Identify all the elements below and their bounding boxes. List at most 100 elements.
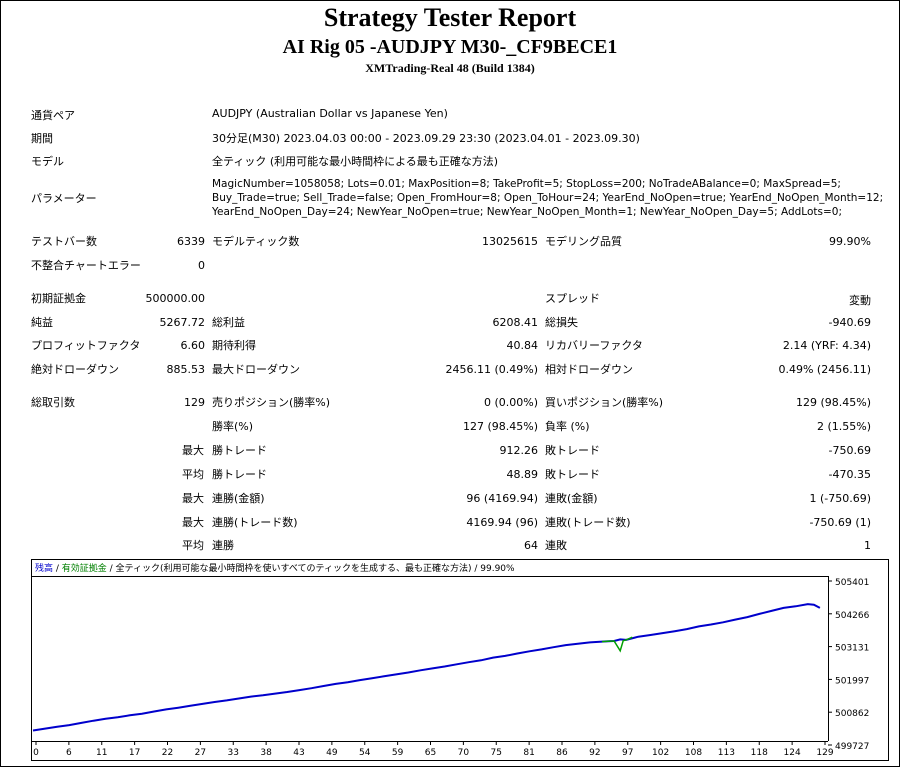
x-tick-label: 97 <box>622 748 633 758</box>
x-tick-label: 0 <box>33 748 39 758</box>
y-tick-label: 504266 <box>835 611 870 621</box>
loss-pct-label: 負率 (%) <box>545 420 590 433</box>
avg-label: 平均 <box>182 539 204 552</box>
largest-win-label: 勝トレード <box>212 444 267 457</box>
avg-loss-value: -470.35 <box>828 468 871 481</box>
win-pct-value: 127 (98.45%) <box>462 420 538 433</box>
params-value: MagicNumber=1058058; Lots=0.01; MaxPosit… <box>212 177 892 219</box>
max-cons-losses-value: 1 (-750.69) <box>809 492 871 505</box>
x-tick-label: 81 <box>523 748 534 758</box>
abs-drawdown-label: 絶対ドローダウン <box>31 363 119 376</box>
initial-deposit-value: 500000.00 <box>145 292 206 305</box>
gross-loss-label: 総損失 <box>545 316 578 329</box>
model-ticks-label: モデルティック数 <box>212 235 300 248</box>
max-label: 最大 <box>182 444 204 457</box>
params-line: Buy_Trade=true; Sell_Trade=false; Open_F… <box>212 192 884 204</box>
total-trades-label: 総取引数 <box>31 396 75 409</box>
max-label: 最大 <box>182 492 204 505</box>
x-tick-label: 33 <box>228 748 239 758</box>
avg-cons-losses-value: 1 <box>864 539 871 552</box>
chart-x-ticks: 0 6 11 17 22 27 33 38 43 49 54 59 65 70 75 81 86 92 97 102 1… <box>33 741 834 758</box>
period-label: 期間 <box>31 132 53 145</box>
max-cons-wins-label: 連勝(金額) <box>212 492 265 505</box>
profit-factor-label: プロフィットファクタ <box>31 339 141 352</box>
largest-loss-label: 敗トレード <box>545 444 600 457</box>
x-tick-label: 118 <box>751 748 768 758</box>
y-tick-label: 499727 <box>835 742 869 752</box>
net-profit-label: 純益 <box>31 316 53 329</box>
x-tick-label: 27 <box>195 748 206 758</box>
spread-value: 変動 <box>849 294 871 307</box>
model-ticks-value: 13025615 <box>482 235 538 248</box>
model-quality-value: 99.90% <box>829 235 871 248</box>
pair-label: 通貨ペア <box>31 109 75 122</box>
x-tick-label: 75 <box>491 748 502 758</box>
build-info: XMTrading-Real 48 (Build 1384) <box>365 61 535 75</box>
legend-balance: 残高 <box>35 562 53 574</box>
x-tick-label: 54 <box>359 748 371 758</box>
x-tick-label: 92 <box>589 748 600 758</box>
avg-cons-wins-label: 連勝 <box>212 539 234 552</box>
max-cons-profit-label: 連勝(トレード数) <box>212 516 298 529</box>
avg-loss-label: 敗トレード <box>545 468 600 481</box>
mismatch-label: 不整合チャートエラー <box>31 259 141 272</box>
spread-label: スプレッド <box>545 292 600 305</box>
legend-equity: 有効証拠金 <box>62 562 107 574</box>
total-trades-value: 129 <box>184 396 205 409</box>
report-title: Strategy Tester Report <box>323 3 577 32</box>
short-positions-label: 売りポジション(勝率%) <box>212 396 331 409</box>
avg-win-value: 48.89 <box>506 468 539 481</box>
model-quality-label: モデリング品質 <box>545 235 622 248</box>
test-bars-value: 6339 <box>177 235 205 248</box>
x-tick-label: 11 <box>96 748 107 758</box>
x-tick-label: 6 <box>66 748 72 758</box>
max-drawdown-value: 2456.11 (0.49%) <box>445 363 538 376</box>
y-tick-label: 503131 <box>835 644 869 654</box>
chart-y-ticks: 505401 504266 503131 501997 500862 499727 <box>828 578 870 752</box>
params-label: パラメーター <box>31 192 97 205</box>
x-tick-label: 129 <box>816 748 833 758</box>
recovery-factor-value: 2.14 (YRF: 4.34) <box>782 339 871 352</box>
x-tick-label: 124 <box>784 748 801 758</box>
y-tick-label: 505401 <box>835 578 869 588</box>
recovery-factor-label: リカバリーファクタ <box>545 339 643 352</box>
gross-loss-value: -940.69 <box>828 316 871 329</box>
gross-profit-label: 総利益 <box>212 316 245 329</box>
largest-win-value: 912.26 <box>499 444 539 457</box>
x-tick-label: 49 <box>326 748 338 758</box>
x-tick-label: 59 <box>392 748 404 758</box>
balance-line <box>32 603 821 732</box>
net-profit-value: 5267.72 <box>159 316 206 329</box>
test-bars-label: テストバー数 <box>31 235 97 248</box>
avg-win-label: 勝トレード <box>212 468 267 481</box>
x-tick-label: 113 <box>718 748 735 758</box>
y-tick-label: 501997 <box>835 676 869 686</box>
x-tick-label: 43 <box>293 748 304 758</box>
chart-series <box>32 603 821 732</box>
gross-profit-value: 6208.41 <box>492 316 539 329</box>
initial-deposit-label: 初期証拠金 <box>31 292 86 305</box>
max-cons-loss-value: -750.69 (1) <box>809 516 871 529</box>
balance-chart: 0 6 11 17 22 27 33 38 43 49 54 59 65 70 75 81 86 92 97 102 1… <box>31 559 889 761</box>
x-tick-label: 65 <box>425 748 436 758</box>
profit-factor-value: 6.60 <box>180 339 206 352</box>
abs-drawdown-value: 885.53 <box>166 363 206 376</box>
loss-pct-value: 2 (1.55%) <box>816 420 871 433</box>
x-tick-label: 86 <box>556 748 568 758</box>
max-cons-profit-value: 4169.94 (96) <box>466 516 538 529</box>
short-positions-value: 0 (0.00%) <box>483 396 538 409</box>
mismatch-value: 0 <box>198 259 205 272</box>
rel-drawdown-label: 相対ドローダウン <box>545 363 633 376</box>
legend-description: / 全ティック(利用可能な最小時間枠を使いすべてのティックを生成する、最も正確な… <box>107 562 515 574</box>
x-tick-label: 102 <box>652 748 669 758</box>
chart-legend: 残高 / 有効証拠金 / 全ティック(利用可能な最小時間枠を使いすべてのティック… <box>35 562 515 574</box>
expected-payoff-value: 40.84 <box>506 339 539 352</box>
legend-separator: / <box>53 564 62 574</box>
report-subtitle: AI Rig 05 -AUDJPY M30-_CF9BECE1 <box>282 36 618 58</box>
params-line: YearEnd_NoOpen_Day=24; NewYear_NoOpen=tr… <box>212 206 842 218</box>
largest-loss-value: -750.69 <box>828 444 871 457</box>
avg-label: 平均 <box>182 468 204 481</box>
rel-drawdown-value: 0.49% (2456.11) <box>778 363 871 376</box>
max-label: 最大 <box>182 516 204 529</box>
x-tick-label: 17 <box>129 748 140 758</box>
